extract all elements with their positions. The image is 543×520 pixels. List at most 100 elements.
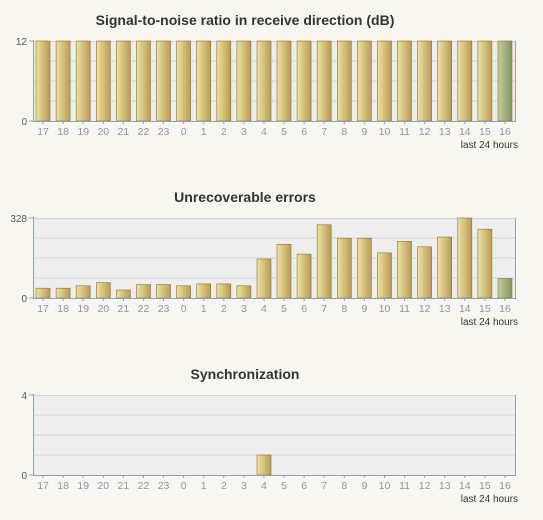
x-tick-label: 13 [439, 303, 451, 315]
x-tick-label: 6 [301, 303, 307, 315]
bar-20 [96, 282, 111, 299]
x-tick-label: 9 [361, 480, 367, 492]
snr-chart: Signal-to-noise ratio in receive directi… [0, 0, 543, 170]
bar-12 [417, 40, 432, 122]
bar-11 [397, 40, 412, 122]
bar-8 [336, 237, 352, 299]
bar-2 [216, 40, 232, 122]
x-tick-label: 6 [301, 480, 307, 492]
bar-19 [75, 40, 91, 122]
x-tick-label: 8 [341, 303, 347, 315]
x-tick-label: 16 [499, 480, 511, 492]
x-tick-label: 0 [181, 126, 187, 138]
x-tick-label: 5 [281, 303, 287, 315]
y-tick-label: 4 [21, 391, 27, 402]
x-tick-label: 15 [479, 303, 491, 315]
x-tick-label: 0 [181, 480, 187, 492]
x-tick-label: 23 [158, 480, 170, 492]
errors-chart: Unrecoverable errors 0 328 17 18 19 20 21 22 23 0… [0, 177, 543, 347]
x-tick-label: 12 [419, 126, 431, 138]
x-tick-label: 21 [118, 126, 130, 138]
x-tick-label: 19 [77, 480, 89, 492]
bar-16 [497, 278, 513, 299]
x-tick-label: 7 [321, 126, 327, 138]
y-tick-label: 12 [16, 37, 28, 48]
x-tick-label: 22 [138, 126, 150, 138]
x-tick-label: 19 [77, 303, 89, 315]
bar-15 [477, 40, 493, 122]
x-tick-label: 17 [37, 480, 49, 492]
x-tick-label: 10 [379, 303, 391, 315]
x-tick-label: 21 [118, 303, 130, 315]
x-tick-label: 13 [439, 480, 451, 492]
bar-11 [397, 241, 412, 299]
bar-13 [437, 40, 453, 122]
bar-15 [477, 228, 493, 299]
bar-4 [256, 454, 272, 476]
bar-22 [136, 284, 151, 299]
x-tick-label: 3 [241, 303, 247, 315]
errors-chart-title: Unrecoverable errors [174, 189, 316, 205]
bar-9 [357, 237, 372, 299]
x-tick-label: 14 [459, 480, 471, 492]
x-tick-label: 21 [118, 480, 130, 492]
bar-2 [216, 283, 232, 299]
x-tick-label: 5 [281, 126, 287, 138]
x-tick-label: 18 [57, 480, 69, 492]
bar-16 [497, 40, 513, 122]
bar-0 [176, 285, 191, 299]
x-tick-label: 23 [158, 126, 170, 138]
x-tick-label: 18 [57, 303, 69, 315]
x-tick-label: 11 [399, 126, 410, 138]
x-tick-label: 14 [459, 303, 471, 315]
bar-13 [437, 236, 453, 299]
x-tick-label: 22 [138, 303, 150, 315]
x-tick-label: 19 [77, 126, 89, 138]
errors-chart-footnote: last 24 hours [460, 317, 518, 328]
x-tick-label: 8 [341, 480, 347, 492]
x-tick-label: 16 [499, 126, 511, 138]
x-tick-label: 1 [201, 303, 207, 315]
bar-4 [256, 40, 272, 122]
x-tick-label: 9 [361, 126, 367, 138]
bar-1 [196, 283, 211, 299]
y-tick-label: 0 [21, 117, 27, 128]
x-tick-label: 0 [181, 303, 187, 315]
x-tick-label: 9 [361, 303, 367, 315]
sync-chart-title: Synchronization [190, 366, 300, 382]
bar-18 [55, 40, 71, 122]
bar-10 [377, 252, 392, 299]
bar-17 [35, 287, 51, 299]
bar-18 [55, 287, 71, 299]
x-tick-label: 16 [499, 303, 511, 315]
bar-23 [156, 40, 171, 122]
x-tick-label: 15 [479, 126, 491, 138]
x-tick-label: 13 [439, 126, 451, 138]
x-tick-label: 17 [37, 303, 49, 315]
sync-chart: Synchronization 0 4 17 18 19 20 21 22 23 0 1 2 3 4 5 6 7… [0, 354, 543, 520]
x-tick-label: 12 [419, 480, 431, 492]
x-tick-label: 11 [399, 303, 410, 315]
bar-4 [256, 258, 272, 299]
bar-10 [377, 40, 392, 122]
x-tick-label: 2 [221, 126, 227, 138]
bar-12 [417, 246, 432, 299]
x-tick-label: 12 [419, 303, 431, 315]
y-tick-label: 0 [21, 471, 27, 482]
x-tick-label: 5 [281, 480, 287, 492]
y-tick-label: 0 [21, 294, 27, 305]
x-tick-label: 1 [201, 480, 207, 492]
x-tick-label: 2 [221, 303, 227, 315]
bar-17 [35, 40, 51, 122]
bar-21 [116, 289, 131, 299]
bar-23 [156, 284, 171, 299]
x-tick-label: 20 [97, 126, 109, 138]
x-tick-label: 10 [379, 480, 391, 492]
bar-20 [96, 40, 111, 122]
x-tick-label: 14 [459, 126, 471, 138]
x-tick-label: 6 [301, 126, 307, 138]
snr-chart-title: Signal-to-noise ratio in receive directi… [95, 12, 395, 28]
